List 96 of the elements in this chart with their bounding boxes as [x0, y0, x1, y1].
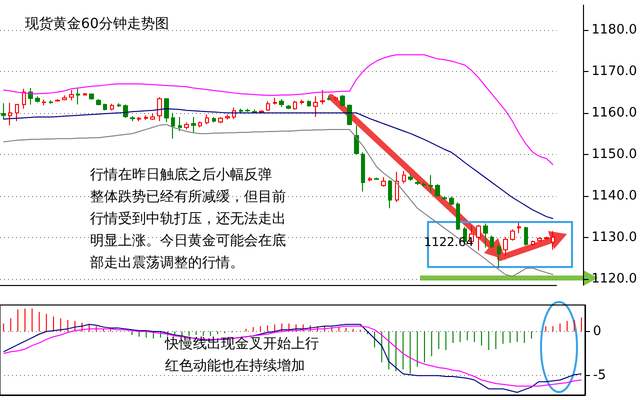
candlestick — [354, 124, 359, 155]
y-tick-label: 1170.0 — [592, 64, 638, 79]
candlestick — [198, 121, 202, 128]
y-tick-label: 0 — [593, 324, 602, 339]
candlestick — [157, 96, 162, 122]
candlestick — [178, 116, 182, 132]
candlestick — [69, 90, 74, 101]
candlestick — [89, 92, 94, 100]
candlestick — [273, 97, 277, 106]
candlestick — [218, 116, 223, 124]
candlestick — [415, 180, 420, 186]
candlestick — [381, 176, 386, 188]
candlestick — [388, 180, 392, 209]
candlestick — [137, 116, 141, 122]
annotation: 红色动能也在持续增加 — [165, 358, 305, 374]
candlestick — [42, 99, 46, 106]
candlestick — [476, 224, 481, 252]
candlestick — [150, 113, 155, 120]
annotation: 行情在昨日触底之后小幅反弹 — [90, 167, 272, 183]
candlestick — [320, 90, 325, 106]
candlestick — [483, 223, 488, 248]
candlestick — [524, 226, 528, 246]
candlestick — [191, 116, 196, 133]
candlestick — [239, 108, 243, 114]
candlestick — [62, 94, 67, 101]
y-tick-label: 1130.0 — [592, 230, 638, 245]
y-tick-label: -5 — [593, 368, 606, 384]
candlestick — [123, 104, 128, 118]
candlestick — [544, 236, 549, 240]
annotation: 行情受到中轨打压，还无法走出 — [90, 211, 286, 227]
y-tick-label: 1140.0 — [592, 188, 638, 204]
candlestick — [361, 152, 365, 192]
candlestick — [110, 103, 114, 111]
candlestick — [259, 110, 264, 114]
candlestick — [307, 100, 311, 108]
candlestick — [402, 170, 406, 184]
candlestick — [117, 102, 121, 108]
candlestick — [456, 202, 460, 230]
candlestick — [103, 103, 107, 111]
candlestick — [245, 108, 250, 113]
candlestick — [429, 174, 433, 192]
candlestick — [449, 196, 454, 206]
line-series — [2, 54, 554, 166]
candlestick — [279, 98, 284, 108]
candlestick — [531, 240, 535, 246]
candlestick — [347, 104, 352, 126]
candlestick — [144, 114, 148, 120]
candlestick — [408, 174, 413, 182]
candlestick — [395, 171, 399, 203]
candlestick — [537, 236, 542, 242]
candlestick — [327, 96, 331, 101]
annotation: 明显上涨。今日黄金可能会在底 — [90, 233, 286, 249]
candlestick — [368, 176, 372, 182]
candlestick — [517, 222, 521, 234]
y-tick-label: 1180.0 — [592, 22, 638, 38]
candlestick — [76, 88, 80, 106]
candlestick — [286, 104, 291, 110]
text: 现货黄金60分钟走势图 — [25, 16, 169, 32]
candlestick — [212, 116, 216, 123]
candlestick — [435, 184, 440, 198]
candlestick — [300, 99, 304, 106]
candlestick — [293, 100, 297, 110]
candlestick — [184, 122, 189, 130]
annotation: 部走出震荡调整的行情。 — [90, 255, 244, 271]
candlestick — [55, 98, 60, 102]
y-tick-label: 1150.0 — [592, 146, 638, 162]
candlestick — [1, 102, 6, 120]
candlestick — [266, 100, 270, 112]
candlestick — [225, 114, 230, 120]
candlestick — [35, 96, 40, 103]
candlestick — [96, 98, 101, 106]
candlestick — [130, 116, 135, 122]
candlestick — [49, 100, 53, 104]
annotation: 快慢线出现金叉开始上行 — [164, 336, 319, 352]
candlestick — [551, 230, 555, 250]
candlestick — [503, 236, 508, 256]
candlestick — [252, 109, 257, 114]
candlestick — [422, 182, 426, 188]
candlestick — [497, 244, 501, 268]
candlestick — [22, 88, 26, 110]
candlestick — [8, 102, 12, 126]
candlestick — [83, 92, 87, 96]
candlestick — [442, 196, 447, 200]
y-tick-label: 1160.0 — [592, 105, 638, 120]
candlestick — [15, 104, 19, 122]
candlestick — [340, 94, 345, 107]
annotation: 整体跌势已经有所减缓，但目前 — [90, 189, 286, 205]
candlestick — [510, 228, 515, 242]
candlestick — [313, 96, 318, 118]
candlestick — [205, 114, 209, 125]
candlestick — [490, 235, 494, 248]
line-series — [2, 124, 554, 277]
candlestick — [171, 112, 175, 140]
candlestick — [164, 98, 169, 122]
candlestick — [334, 96, 338, 101]
y-tick-label: 1120.0 — [592, 271, 638, 286]
